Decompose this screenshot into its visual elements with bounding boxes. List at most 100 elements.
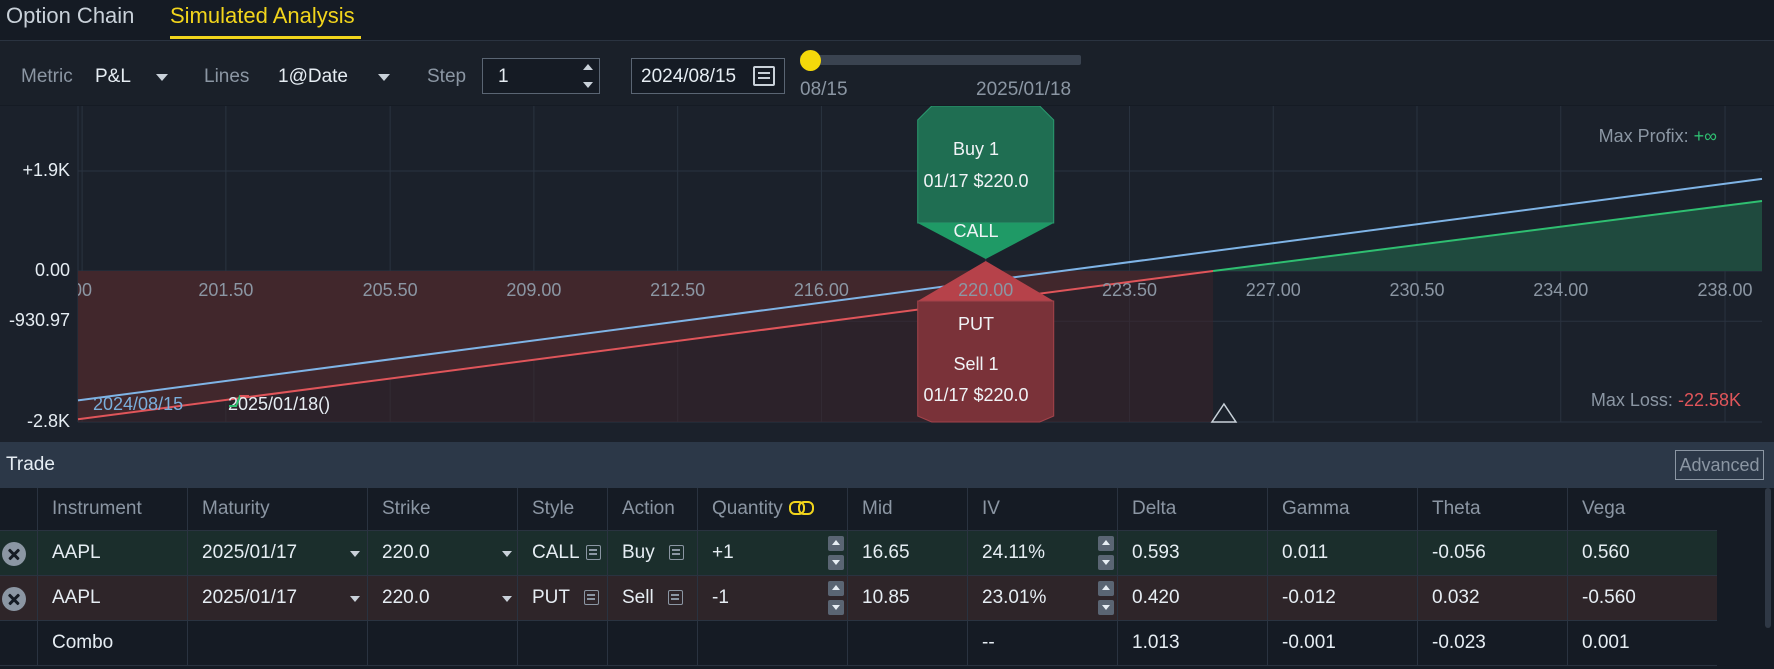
pnl-chart[interactable]: +1.9K 0.00 -930.97 -2.8K 198.00 201.50 205.50… bbox=[0, 106, 1774, 442]
tab-option-chain[interactable]: Option Chain bbox=[6, 3, 135, 28]
table-scrollbar[interactable] bbox=[1765, 488, 1771, 628]
combo-label: Combo bbox=[37, 621, 187, 665]
decrement-icon[interactable] bbox=[1098, 555, 1114, 570]
increment-icon[interactable] bbox=[828, 536, 844, 551]
legend-expiry-suffix: ) bbox=[324, 394, 331, 414]
increment-icon[interactable] bbox=[1098, 536, 1114, 551]
lines-chevron-down-icon[interactable] bbox=[378, 74, 390, 81]
max-loss-value: -22.58K bbox=[1677, 390, 1741, 410]
quantity-value[interactable]: +1 bbox=[712, 542, 734, 563]
date-value[interactable]: 2024/08/15 bbox=[641, 66, 737, 87]
switch-icon[interactable] bbox=[585, 545, 601, 560]
advanced-button[interactable]: Advanced bbox=[1675, 450, 1764, 480]
mid-cell: 16.65 bbox=[847, 531, 967, 575]
lines-label: Lines bbox=[204, 66, 250, 87]
col-strike: Strike bbox=[367, 488, 517, 530]
combo-action-cell bbox=[607, 621, 697, 665]
switch-icon[interactable] bbox=[667, 590, 683, 605]
link-icon[interactable] bbox=[788, 501, 814, 515]
legend-expiry-date: 2025/01/18() bbox=[228, 394, 330, 415]
metric-select[interactable]: P&L bbox=[95, 66, 131, 87]
gamma-cell: 0.011 bbox=[1267, 531, 1417, 575]
quantity-value[interactable]: -1 bbox=[712, 587, 729, 608]
breakeven-triangle-icon bbox=[1210, 402, 1238, 423]
call-badge-pointer bbox=[917, 223, 1054, 259]
date-slider-handle[interactable] bbox=[800, 50, 821, 71]
decrement-icon[interactable] bbox=[1098, 600, 1114, 615]
iv-stepper[interactable]: 23.01% bbox=[967, 576, 1117, 620]
x-tick-label: 230.50 bbox=[1389, 280, 1445, 300]
chevron-down-icon[interactable] bbox=[502, 551, 512, 557]
style-cell[interactable]: PUT bbox=[517, 576, 607, 620]
col-mid: Mid bbox=[847, 488, 967, 530]
date-picker[interactable]: 2024/08/15 bbox=[631, 58, 785, 94]
legend-current-date: 2024/08/15 bbox=[93, 394, 184, 414]
chevron-down-icon[interactable] bbox=[350, 596, 360, 602]
switch-icon[interactable] bbox=[584, 590, 599, 605]
increment-icon[interactable] bbox=[828, 581, 844, 596]
tab-simulated-analysis[interactable]: Simulated Analysis bbox=[170, 3, 355, 28]
col-delta: Delta bbox=[1117, 488, 1267, 530]
iv-value[interactable]: 23.01% bbox=[982, 587, 1047, 608]
col-instrument: Instrument bbox=[37, 488, 187, 530]
chevron-down-icon[interactable] bbox=[350, 551, 360, 557]
style-cell[interactable]: CALL bbox=[517, 531, 607, 575]
calendar-icon[interactable] bbox=[753, 66, 775, 86]
table-row[interactable]: AAPL 2025/01/17 220.0 CALL Buy +1 16.65 … bbox=[0, 531, 1717, 576]
step-decrement-icon[interactable] bbox=[583, 82, 593, 88]
iv-stepper[interactable]: 24.11% bbox=[967, 531, 1117, 575]
call-badge-line2: 01/17 $220.0 bbox=[923, 171, 1029, 191]
combo-maturity-cell bbox=[187, 621, 367, 665]
gamma-cell: -0.012 bbox=[1267, 576, 1417, 620]
remove-leg-close-icon[interactable] bbox=[2, 587, 26, 611]
decrement-icon[interactable] bbox=[828, 600, 844, 615]
strike-value: 220.0 bbox=[382, 587, 430, 608]
vega-cell: -0.560 bbox=[1567, 576, 1717, 620]
iv-value[interactable]: 24.11% bbox=[982, 542, 1046, 563]
maturity-select[interactable]: 2025/01/17 bbox=[187, 531, 367, 575]
call-badge-line1: Buy 1 bbox=[952, 139, 1000, 159]
table-row[interactable]: AAPL 2025/01/17 220.0 PUT Sell -1 10.85 … bbox=[0, 576, 1717, 621]
step-label: Step bbox=[427, 66, 467, 87]
vega-cell: 0.560 bbox=[1567, 531, 1717, 575]
lines-select[interactable]: 1@Date bbox=[278, 66, 348, 87]
action-cell[interactable]: Buy bbox=[607, 531, 697, 575]
chevron-down-icon[interactable] bbox=[502, 596, 512, 602]
put-badge-line2: 01/17 $220.0 bbox=[923, 385, 1029, 405]
mid-cell: 10.85 bbox=[847, 576, 967, 620]
iv-stepper-buttons[interactable] bbox=[1098, 581, 1114, 615]
maturity-value: 2025/01/17 bbox=[202, 542, 298, 563]
quantity-stepper[interactable]: -1 bbox=[697, 576, 847, 620]
series-line-expiry-profit bbox=[1212, 200, 1763, 272]
action-value: Sell bbox=[622, 587, 654, 608]
date-slider-track[interactable] bbox=[800, 55, 1081, 65]
increment-icon[interactable] bbox=[1098, 581, 1114, 596]
tab-bar: Option Chain Simulated Analysis bbox=[0, 0, 1774, 41]
quantity-stepper-buttons[interactable] bbox=[828, 536, 844, 570]
strike-select[interactable]: 220.0 bbox=[367, 531, 517, 575]
max-profit-value: +∞ bbox=[1693, 126, 1717, 146]
x-tick-label: 234.00 bbox=[1533, 280, 1589, 300]
action-cell[interactable]: Sell bbox=[607, 576, 697, 620]
combo-quantity-cell bbox=[697, 621, 847, 665]
strike-select[interactable]: 220.0 bbox=[367, 576, 517, 620]
put-badge bbox=[917, 300, 1055, 423]
quantity-stepper-buttons[interactable] bbox=[828, 581, 844, 615]
step-input[interactable]: 1 bbox=[482, 58, 600, 94]
step-value[interactable]: 1 bbox=[498, 66, 509, 87]
iv-stepper-buttons[interactable] bbox=[1098, 536, 1114, 570]
step-increment-icon[interactable] bbox=[583, 64, 593, 70]
series-line-current bbox=[77, 177, 1763, 402]
active-tab-indicator bbox=[170, 36, 361, 39]
switch-icon[interactable] bbox=[668, 545, 684, 560]
metric-chevron-down-icon[interactable] bbox=[156, 74, 168, 81]
combo-theta-cell: -0.023 bbox=[1417, 621, 1567, 665]
pnl-chart-svg bbox=[77, 106, 1763, 423]
maturity-select[interactable]: 2025/01/17 bbox=[187, 576, 367, 620]
remove-leg-close-icon[interactable] bbox=[2, 542, 26, 566]
decrement-icon[interactable] bbox=[828, 555, 844, 570]
quantity-stepper[interactable]: +1 bbox=[697, 531, 847, 575]
x-tick-label: 238.00 bbox=[1697, 280, 1753, 300]
col-style: Style bbox=[517, 488, 607, 530]
x-tick-label: 223.50 bbox=[1101, 280, 1157, 300]
